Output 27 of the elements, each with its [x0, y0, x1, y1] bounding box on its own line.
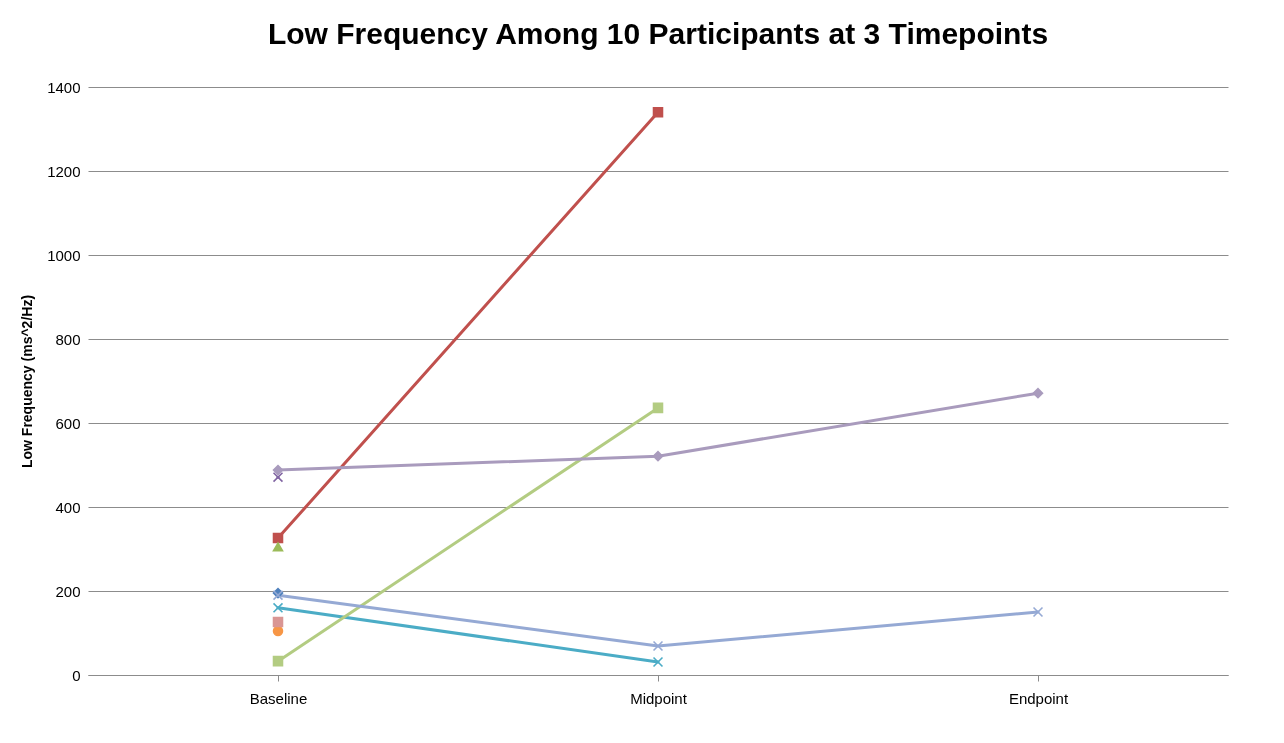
y-tick-label: 0	[72, 666, 81, 684]
chart-title: Low Frequency Among 10 Participants at 3 Timepoints	[267, 17, 1049, 50]
x-tick-label: Baseline	[249, 689, 308, 707]
point	[272, 602, 284, 614]
y-tick-label: 600	[55, 414, 81, 432]
y-tick-label: 1200	[47, 162, 81, 180]
y-axis-title: Low Frequency (ms^2/Hz)	[19, 294, 36, 469]
x-tick-label: Endpoint	[1008, 689, 1069, 707]
point	[652, 656, 664, 668]
point	[652, 640, 664, 652]
point	[272, 655, 284, 667]
y-tick-label: 400	[55, 498, 81, 516]
x-tick-label: Midpoint	[630, 689, 688, 707]
point	[652, 402, 664, 414]
point	[272, 464, 284, 476]
point	[272, 471, 284, 483]
point	[652, 106, 664, 118]
y-tick-label: 800	[55, 330, 81, 348]
point	[1032, 387, 1044, 399]
point	[272, 616, 284, 628]
point	[272, 542, 284, 552]
point	[652, 450, 664, 462]
y-tick-label: 1400	[47, 78, 81, 96]
point	[272, 532, 284, 544]
point	[1032, 606, 1044, 618]
y-tick-label: 1000	[47, 246, 81, 264]
y-tick-label: 200	[55, 582, 81, 600]
